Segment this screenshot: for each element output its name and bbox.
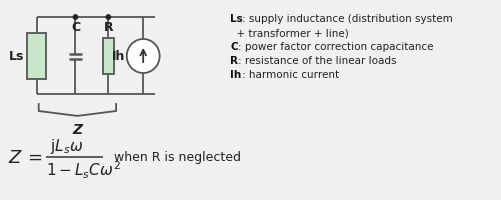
Text: $Z\, =\,$: $Z\, =\,$	[8, 148, 42, 166]
Circle shape	[106, 16, 111, 20]
Text: when R is neglected: when R is neglected	[114, 151, 241, 164]
Bar	[27, 34, 47, 80]
Text: C: C	[71, 21, 80, 34]
Text: C: C	[230, 42, 238, 52]
Text: $1 - L_s C\omega^2$: $1 - L_s C\omega^2$	[47, 159, 121, 180]
Text: : power factor correction capacitance: : power factor correction capacitance	[238, 42, 433, 52]
Text: Ls: Ls	[230, 14, 243, 24]
Text: Ih: Ih	[230, 70, 241, 80]
Bar	[103, 39, 114, 75]
Text: R: R	[104, 21, 113, 34]
Text: Z: Z	[73, 122, 82, 136]
Text: R: R	[230, 56, 238, 66]
Circle shape	[73, 16, 78, 20]
Text: : resistance of the linear loads: : resistance of the linear loads	[238, 56, 396, 66]
Text: : harmonic current: : harmonic current	[242, 70, 339, 80]
Text: : supply inductance (distribution system: : supply inductance (distribution system	[242, 14, 453, 24]
Text: Ls: Ls	[9, 50, 24, 63]
Text: Ih: Ih	[111, 50, 125, 63]
Text: $\mathrm{j}L_s\omega$: $\mathrm{j}L_s\omega$	[50, 137, 84, 156]
Circle shape	[127, 40, 160, 74]
Text: + transformer + line): + transformer + line)	[230, 28, 349, 38]
